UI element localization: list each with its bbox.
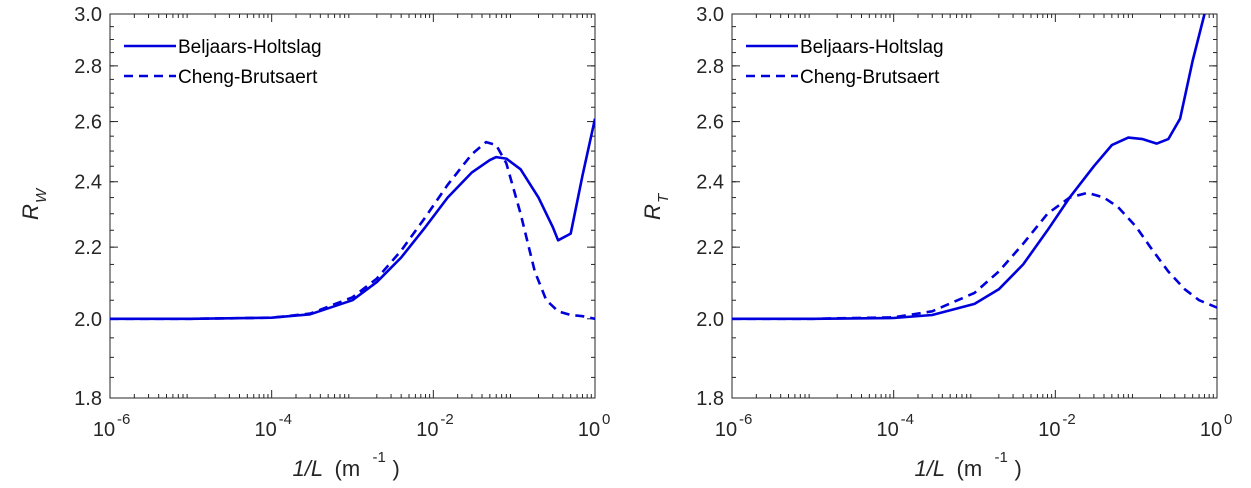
- y-axis-label-subscript: T: [655, 192, 672, 203]
- legend-label: Cheng-Brutsaert: [800, 67, 940, 88]
- x-tick-label-exponent: -4: [901, 411, 914, 428]
- x-axis-unit: (m: [335, 456, 361, 481]
- y-axis-label: R: [640, 204, 665, 220]
- x-tick-label-exponent: -2: [1062, 411, 1075, 428]
- x-tick-label: 10: [715, 419, 737, 441]
- legend-label: Beljaars-Holtslag: [178, 37, 322, 58]
- y-tick-label: 2.8: [74, 56, 102, 78]
- y-tick-label: 2.8: [696, 56, 724, 78]
- x-tick-label-exponent: -6: [739, 411, 752, 428]
- x-axis-unit: (m: [957, 456, 983, 481]
- legend-label: Cheng-Brutsaert: [178, 67, 318, 88]
- chart-panel-right: 10 -6 10 -4 10 -2 10 01.82.02.22.42.62.83.01/L(…: [640, 4, 1232, 481]
- x-tick-label: 10: [93, 419, 115, 441]
- x-tick-label: 10: [255, 419, 277, 441]
- x-tick-label-exponent: -2: [440, 411, 453, 428]
- y-tick-label: 2.2: [696, 237, 724, 259]
- x-axis-label: 1/L: [293, 456, 324, 481]
- plot-frame: [109, 13, 596, 399]
- y-tick-label: 2.6: [696, 112, 724, 134]
- chart-panel-left: 10 -6 10 -4 10 -2 10 01.82.02.22.42.62.83.01/L(…: [18, 4, 610, 481]
- y-tick-label: 2.0: [74, 309, 102, 331]
- x-tick-label: 10: [416, 419, 438, 441]
- series-line-beljaars-holtslag: [732, 14, 1206, 321]
- y-tick-label: 3.0: [74, 4, 102, 26]
- y-tick-label: 2.0: [696, 309, 724, 331]
- x-tick-label: 10: [877, 419, 899, 441]
- y-axis-label: R: [18, 204, 43, 220]
- series-line-cheng-brutsaert: [110, 140, 595, 321]
- y-axis-label-subscript: W: [33, 187, 50, 203]
- x-axis-unit-exponent: -1: [995, 449, 1008, 466]
- series-line-cheng-brutsaert: [732, 191, 1217, 321]
- x-tick-label-exponent: -4: [279, 411, 292, 428]
- x-axis-unit-close: ): [1015, 456, 1022, 481]
- x-tick-label: 10: [1038, 419, 1060, 441]
- y-tick-label: 1.8: [74, 388, 102, 410]
- x-tick-label-exponent: 0: [1224, 411, 1232, 428]
- y-tick-label: 3.0: [696, 4, 724, 26]
- y-tick-label: 2.4: [696, 172, 724, 194]
- series-line-beljaars-holtslag: [110, 118, 595, 321]
- y-tick-label: 2.4: [74, 172, 102, 194]
- x-axis-unit-close: ): [393, 456, 400, 481]
- x-tick-label: 10: [578, 419, 600, 441]
- plot-frame: [731, 13, 1218, 399]
- y-tick-label: 2.2: [74, 237, 102, 259]
- x-axis-unit-exponent: -1: [373, 449, 386, 466]
- legend-label: Beljaars-Holtslag: [800, 37, 944, 58]
- y-tick-label: 2.6: [74, 112, 102, 134]
- x-tick-label-exponent: -6: [117, 411, 130, 428]
- x-axis-label: 1/L: [915, 456, 946, 481]
- y-axis-label-group: RW: [18, 187, 50, 220]
- y-tick-label: 1.8: [696, 388, 724, 410]
- y-axis-label-group: RT: [640, 192, 672, 220]
- x-tick-label-exponent: 0: [602, 411, 610, 428]
- x-tick-label: 10: [1200, 419, 1222, 441]
